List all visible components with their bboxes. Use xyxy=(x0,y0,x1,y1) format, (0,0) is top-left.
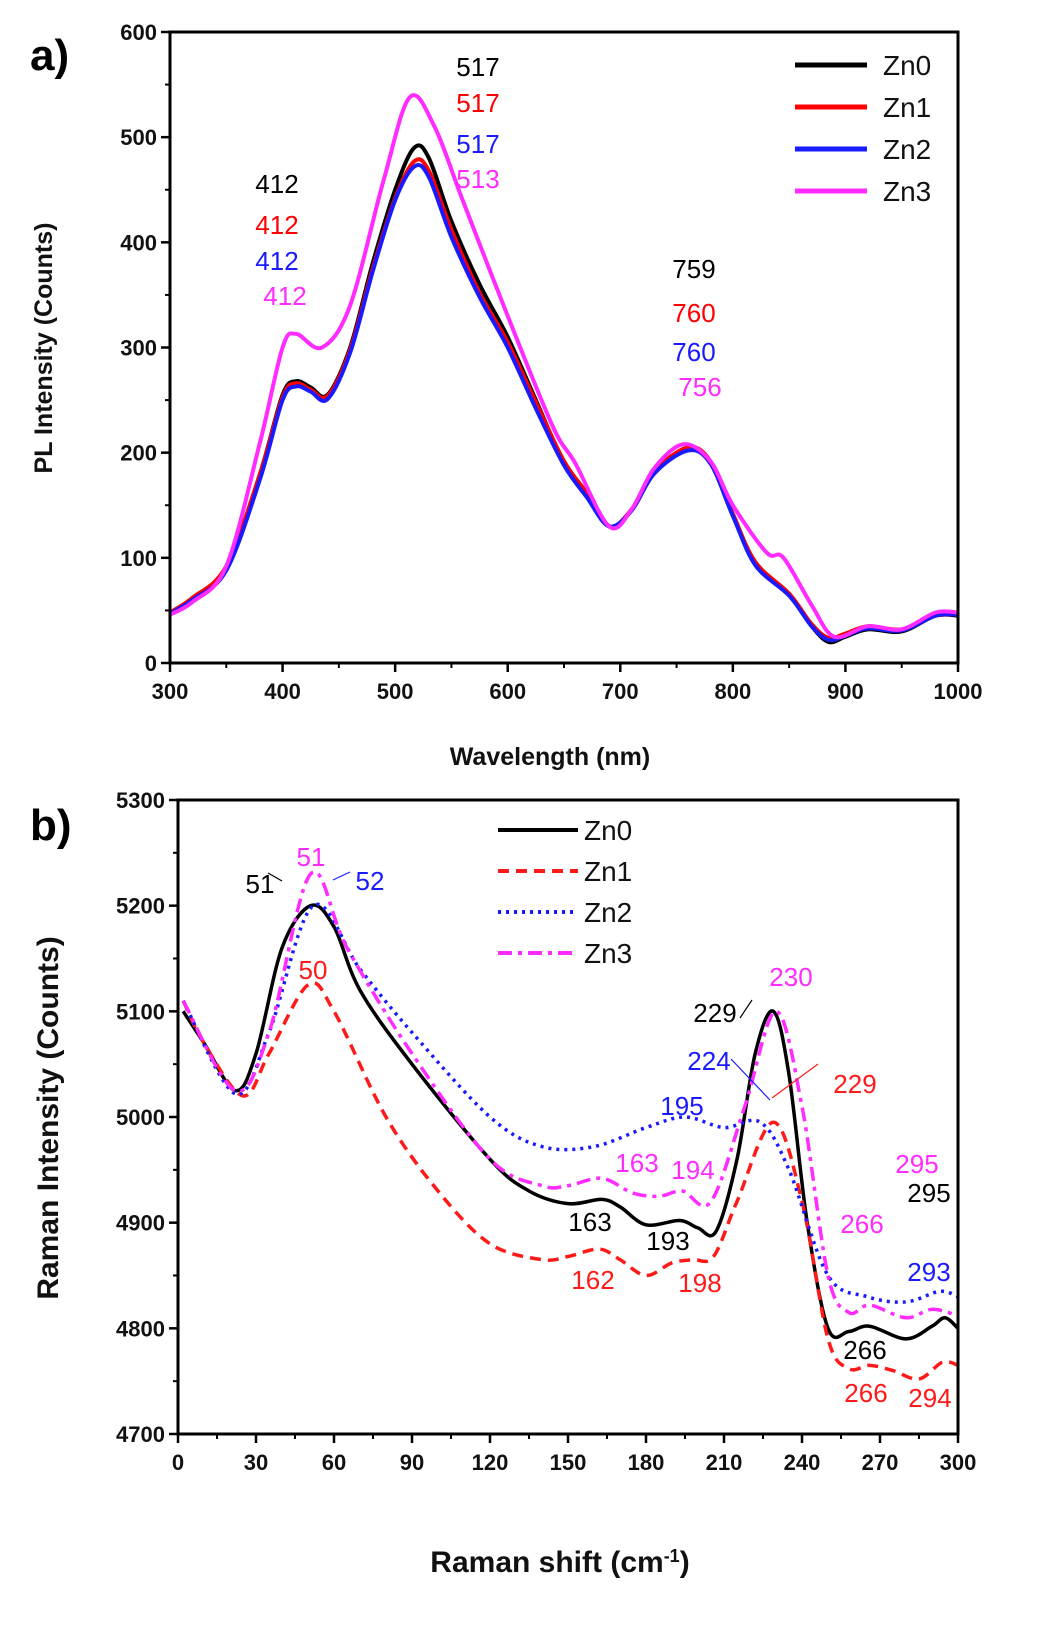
peak-annotation: 229 xyxy=(833,1069,876,1099)
peak-annotation: 266 xyxy=(840,1209,883,1239)
annotation-leader-line xyxy=(332,871,351,881)
peak-annotation: 412 xyxy=(255,210,298,240)
y-tick-label: 5300 xyxy=(116,788,165,813)
x-tick-label: 270 xyxy=(862,1450,899,1475)
chart-panel-b: b) 0 30 60 90 120 150 180 210 240 270 300 4700 4800 49… xyxy=(30,788,976,1579)
peak-annotation: 412 xyxy=(255,246,298,276)
x-tick-label: 500 xyxy=(377,679,414,704)
peak-annotation: 52 xyxy=(356,866,385,896)
legend-label-zn0: Zn0 xyxy=(584,815,632,846)
peak-annotation: 194 xyxy=(671,1155,714,1185)
peak-annotation: 266 xyxy=(843,1335,886,1365)
peak-annotation: 295 xyxy=(895,1149,938,1179)
x-tick-label: 240 xyxy=(784,1450,821,1475)
y-tick-label: 5000 xyxy=(116,1105,165,1130)
peak-annotation: 412 xyxy=(255,169,298,199)
peak-annotation: 517 xyxy=(456,52,499,82)
peak-annotation: 51 xyxy=(246,869,275,899)
series-line-zn2 xyxy=(181,902,959,1304)
y-tick-label: 5200 xyxy=(116,894,165,919)
legend-label-zn0: Zn0 xyxy=(883,50,931,81)
y-axis-title: PL Intensity (Counts) xyxy=(30,223,58,474)
y-tick-label: 200 xyxy=(120,441,157,466)
x-tick-label: 30 xyxy=(244,1450,268,1475)
x-tick-label: 150 xyxy=(550,1450,587,1475)
legend-label-zn2: Zn2 xyxy=(584,897,632,928)
y-tick-label: 4800 xyxy=(116,1316,165,1341)
panel-label: b) xyxy=(30,801,72,850)
y-tick-label: 4700 xyxy=(116,1422,165,1447)
x-tick-label: 210 xyxy=(706,1450,743,1475)
x-tick-label: 400 xyxy=(264,679,301,704)
peak-annotation: 229 xyxy=(693,998,736,1028)
peak-annotation: 162 xyxy=(571,1265,614,1295)
peak-annotation: 760 xyxy=(672,337,715,367)
peak-annotation: 195 xyxy=(660,1091,703,1121)
x-axis-title: Raman shift (cm-1) xyxy=(430,1546,689,1579)
x-axis-title-sup: -1 xyxy=(664,1546,680,1566)
x-tick-label: 300 xyxy=(940,1450,977,1475)
series-line-zn3 xyxy=(169,93,959,640)
panel-label: a) xyxy=(30,31,69,80)
y-tick-label: 100 xyxy=(120,546,157,571)
peak-annotation: 760 xyxy=(672,298,715,328)
plot-frame xyxy=(176,798,960,1436)
peak-annotation: 517 xyxy=(456,88,499,118)
legend-label-zn3: Zn3 xyxy=(883,176,931,207)
series-line-zn3 xyxy=(181,870,959,1320)
x-tick-label: 180 xyxy=(628,1450,665,1475)
x-axis-title-end: ) xyxy=(680,1546,690,1579)
x-axis-title: Wavelength (nm) xyxy=(450,743,650,771)
peak-annotation: 50 xyxy=(299,955,328,985)
legend-label-zn1: Zn1 xyxy=(883,92,931,123)
legend-label-zn3: Zn3 xyxy=(584,938,632,969)
annotation-leader-line xyxy=(730,1058,771,1101)
peak-annotation: 759 xyxy=(672,254,715,284)
peak-annotation: 513 xyxy=(456,164,499,194)
peak-annotation: 224 xyxy=(687,1046,730,1076)
peak-annotation: 51 xyxy=(297,842,326,872)
y-axis-title: Raman Intensity (Counts) xyxy=(32,936,65,1299)
annotation-leader-line xyxy=(771,1063,819,1099)
series-line-zn2 xyxy=(168,162,959,643)
peak-annotation: 193 xyxy=(646,1226,689,1256)
x-tick-label: 700 xyxy=(602,679,639,704)
y-tick-label: 600 xyxy=(120,20,157,45)
legend-label-zn1: Zn1 xyxy=(584,856,632,887)
x-tick-label: 0 xyxy=(172,1450,184,1475)
peak-annotation: 412 xyxy=(263,281,306,311)
peak-annotation: 163 xyxy=(568,1207,611,1237)
x-tick-label: 90 xyxy=(400,1450,424,1475)
peak-annotation: 266 xyxy=(844,1378,887,1408)
x-tick-label: 300 xyxy=(152,679,189,704)
y-tick-label: 4900 xyxy=(116,1211,165,1236)
peak-annotation: 198 xyxy=(678,1268,721,1298)
annotation-leader-line xyxy=(739,999,753,1019)
x-tick-label: 800 xyxy=(714,679,751,704)
x-tick-label: 900 xyxy=(827,679,864,704)
chart-panel-a: a) 300 400 500 600 700 800 900 1000 0 100 200 300 400… xyxy=(30,20,982,771)
peak-annotation: 517 xyxy=(456,129,499,159)
peak-annotation: 230 xyxy=(769,962,812,992)
y-tick-label: 5100 xyxy=(116,999,165,1024)
x-tick-label: 60 xyxy=(322,1450,346,1475)
x-tick-label: 600 xyxy=(489,679,526,704)
y-tick-label: 400 xyxy=(120,230,157,255)
peak-annotation: 756 xyxy=(678,372,721,402)
peak-annotation: 294 xyxy=(908,1383,951,1413)
y-tick-label: 500 xyxy=(120,125,157,150)
peak-annotation: 293 xyxy=(907,1257,950,1287)
series-line-zn1 xyxy=(181,981,959,1381)
x-tick-label: 1000 xyxy=(934,679,983,704)
peak-annotation: 295 xyxy=(907,1178,950,1208)
annotation-leader-line xyxy=(267,872,283,882)
legend-label-zn2: Zn2 xyxy=(883,134,931,165)
plot-frame xyxy=(168,30,960,665)
peak-annotation: 163 xyxy=(615,1148,658,1178)
x-tick-label: 120 xyxy=(472,1450,509,1475)
y-tick-label: 0 xyxy=(145,651,157,676)
y-tick-label: 300 xyxy=(120,336,157,361)
